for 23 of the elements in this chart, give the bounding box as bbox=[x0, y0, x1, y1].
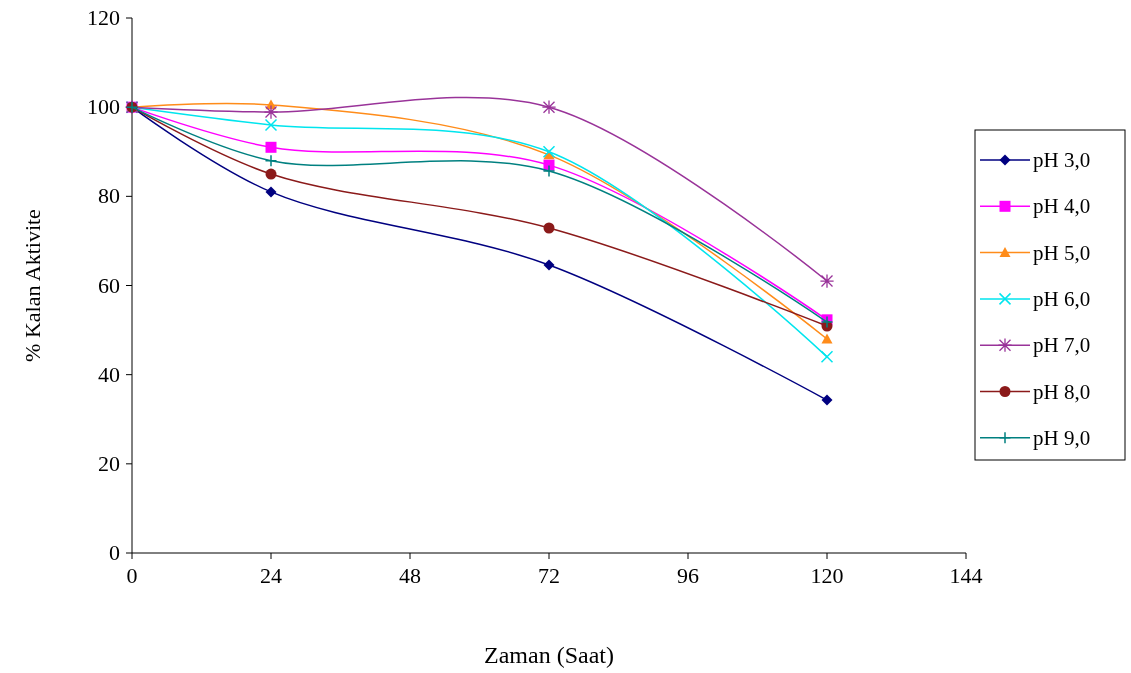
y-axis-title: % Kalan Aktivite bbox=[20, 209, 45, 362]
legend-label: pH 8,0 bbox=[1033, 379, 1091, 404]
y-tick-label: 60 bbox=[98, 272, 120, 298]
legend-label: pH 4,0 bbox=[1033, 194, 1091, 219]
x-tick-label: 0 bbox=[126, 563, 138, 588]
x-tick-label: 144 bbox=[949, 563, 983, 588]
legend-label: pH 6,0 bbox=[1033, 286, 1091, 311]
y-tick-label: 120 bbox=[87, 5, 120, 30]
y-tick-label: 40 bbox=[98, 361, 120, 387]
y-tick-label: 0 bbox=[109, 540, 120, 565]
legend-label: pH 3,0 bbox=[1033, 148, 1091, 172]
y-tick-label: 80 bbox=[98, 183, 120, 209]
x-tick-label: 120 bbox=[810, 563, 844, 588]
y-tick-label: 20 bbox=[98, 450, 120, 476]
x-tick-label: 72 bbox=[538, 563, 560, 588]
x-tick-label: 48 bbox=[399, 563, 421, 588]
x-tick-label: 24 bbox=[260, 563, 282, 588]
legend-label: pH 9,0 bbox=[1033, 425, 1091, 450]
legend-label: pH 5,0 bbox=[1033, 240, 1091, 265]
legend-label: pH 7,0 bbox=[1033, 333, 1091, 358]
y-tick-label: 100 bbox=[87, 94, 120, 120]
x-tick-label: 96 bbox=[677, 563, 699, 588]
x-axis-title: Zaman (Saat) bbox=[484, 642, 614, 668]
